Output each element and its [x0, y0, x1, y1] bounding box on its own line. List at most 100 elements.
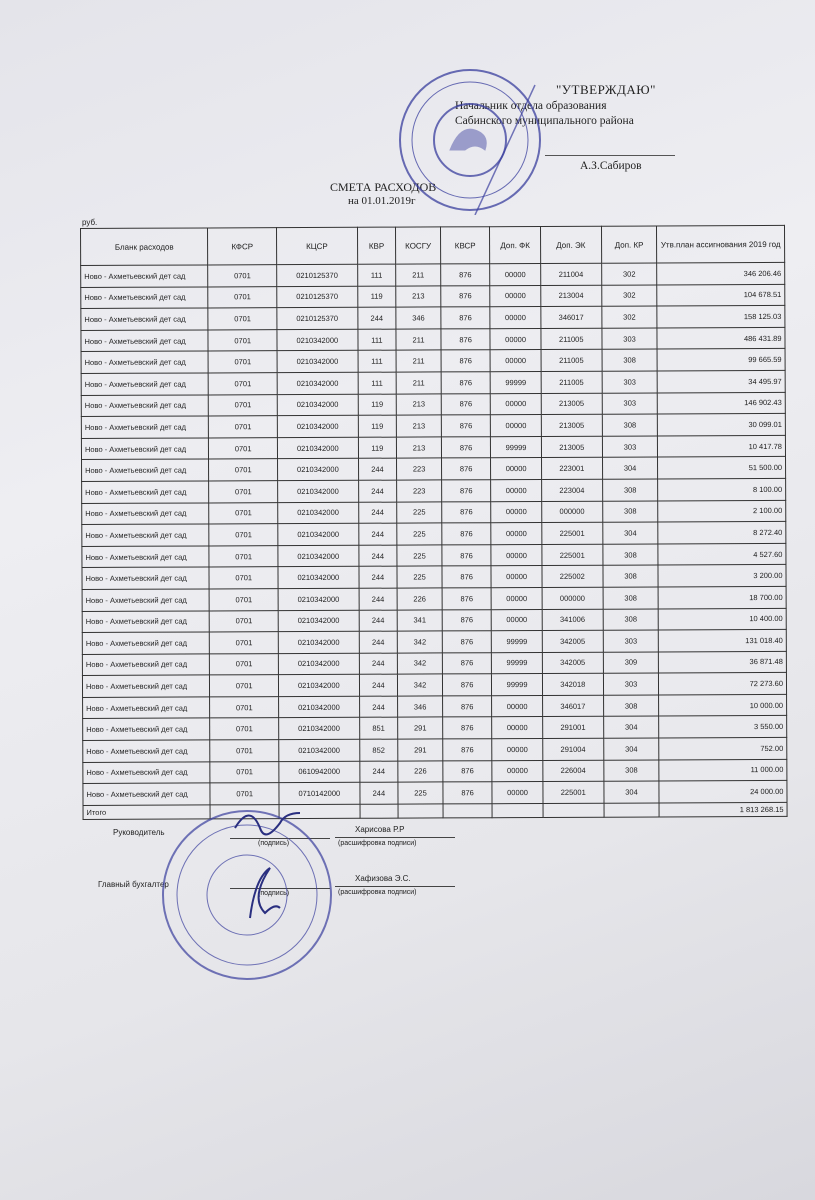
accountant-name-line [335, 886, 455, 887]
column-header: КВР [357, 227, 396, 265]
head-handwritten-signature [234, 812, 301, 836]
table-cell: 291004 [542, 738, 604, 761]
table-cell: 213 [396, 436, 442, 459]
table-cell: 876 [441, 522, 492, 545]
table-row: Ново - Ахметьевский дет сад 0701 021034200… [82, 607, 787, 633]
table-cell: 308 [602, 500, 659, 523]
table-cell: 00000 [490, 393, 542, 415]
table-cell: 0701 [208, 480, 278, 503]
table-cell: 291 [397, 717, 443, 740]
table-cell: Ново - Ахметьевский дет сад [82, 696, 210, 719]
table-cell: 244 [358, 609, 398, 632]
table-cell: Ново - Ахметьевский дет сад [82, 588, 210, 611]
table-cell: Ново - Ахметьевский дет сад [81, 372, 209, 396]
table-cell: 0210342000 [277, 372, 358, 395]
table-cell: Ново - Ахметьевский дет сад [81, 545, 210, 568]
table-cell: 876 [442, 630, 492, 653]
table-cell: 36 871.48 [658, 651, 787, 674]
table-cell: 244 [358, 652, 398, 675]
table-cell: Ново - Ахметьевский дет сад [80, 286, 209, 309]
table-row: Ново - Ахметьевский дет сад 0701 021034200… [82, 629, 787, 655]
table-cell: 876 [442, 781, 493, 804]
table-cell: 211 [396, 350, 441, 373]
table-cell: 213005 [541, 435, 603, 458]
table-row: Ново - Ахметьевский дет сад 0701 021012537… [80, 305, 785, 331]
table-row: Ново - Ахметьевский дет сад 0701 021034200… [81, 521, 786, 547]
table-cell: Ново - Ахметьевский дет сад [82, 675, 210, 698]
table-row: Ново - Ахметьевский дет сад 0701 021034200… [81, 564, 787, 590]
table-cell: 223001 [541, 457, 603, 480]
table-cell: 99999 [491, 673, 543, 696]
table-cell: 30 099.01 [657, 413, 786, 436]
table-cell: 876 [440, 350, 491, 372]
table-cell: 0210342000 [277, 329, 358, 352]
table-cell: 00000 [490, 285, 541, 307]
column-header: КЦСР [276, 227, 358, 265]
table-cell: 876 [440, 306, 491, 329]
table-cell: 0610942000 [278, 760, 360, 783]
head-name: Харисова Р.Р [355, 825, 405, 834]
table-cell: 244 [359, 782, 399, 805]
table-cell: 876 [441, 566, 492, 588]
table-cell: 876 [441, 587, 492, 610]
table-row: Ново - Ахметьевский дет сад 0701 021034200… [81, 391, 786, 417]
table-cell: 291 [397, 738, 443, 761]
table-cell: 291001 [542, 716, 604, 739]
table-cell: 308 [602, 414, 658, 436]
table-cell: 346017 [542, 695, 604, 717]
table-cell: 0210125370 [276, 264, 358, 287]
empty-cell [603, 802, 660, 818]
table-cell: 876 [441, 479, 492, 502]
table-cell: 302 [601, 262, 658, 285]
table-cell: 244 [358, 523, 398, 546]
table-cell: 244 [358, 588, 398, 610]
table-cell: 0701 [209, 631, 279, 654]
table-cell: 111 [357, 264, 396, 286]
table-cell: 158 125.03 [657, 305, 785, 328]
table-cell: 0210342000 [278, 739, 360, 762]
table-row: Ново - Ахметьевский дет сад 0701 021034200… [81, 370, 786, 396]
table-cell: 119 [357, 436, 397, 459]
table-cell: 0701 [208, 437, 278, 460]
table-row: Ново - Ахметьевский дет сад 0701 021034200… [82, 586, 787, 611]
table-cell: 244 [358, 501, 398, 524]
table-cell: 304 [603, 781, 660, 804]
table-cell: 225001 [542, 781, 604, 804]
table-cell: 244 [359, 760, 399, 783]
table-cell: 4 527.60 [658, 543, 786, 566]
column-header: Утв.план ассигнования 2019 год [656, 225, 785, 263]
accountant-handwritten-signature [249, 867, 281, 919]
document-title: СМЕТА РАСХОДОВ [330, 180, 437, 194]
table-cell: 0701 [210, 761, 280, 784]
table-row: Ново - Ахметьевский дет сад 0701 021034200… [81, 499, 786, 525]
head-sign-caption: (подпись) [258, 840, 290, 847]
table-cell: 304 [602, 522, 659, 544]
approval-name: А.З.Сабиров [580, 160, 642, 172]
table-row: Ново - Ахметьевский дет сад 0701 021034200… [82, 651, 787, 676]
table-row: Ново - Ахметьевский дет сад 0701 021034200… [82, 715, 787, 741]
table-cell: 0210342000 [278, 631, 359, 654]
table-cell: 226 [398, 760, 443, 783]
table-cell: 0210342000 [277, 480, 359, 503]
table-cell: Ново - Ахметьевский дет сад [82, 739, 211, 763]
table-cell: 213 [396, 415, 442, 437]
table-cell: 346017 [540, 306, 602, 329]
accountant-sign-caption: (подпись) [258, 890, 290, 897]
table-cell: 876 [441, 414, 491, 437]
accountant-label: Главный бухгалтер [98, 880, 169, 889]
table-cell: 0210342000 [277, 545, 359, 567]
table-header-row: Бланк расходов КФСР КЦСР КВР КОСГУ КВСР Доп. Ф… [80, 225, 785, 266]
table-cell: 876 [442, 609, 492, 632]
table-cell: 303 [603, 673, 659, 696]
table-cell: 00000 [491, 501, 542, 523]
table-cell: 00000 [492, 760, 543, 782]
table-cell: 342005 [542, 630, 604, 653]
table-cell: 000000 [541, 587, 603, 609]
table-cell: Ново - Ахметьевский дет сад [80, 308, 209, 331]
table-cell: 213004 [540, 284, 602, 307]
table-cell: 00000 [491, 565, 542, 588]
table-cell: 211 [396, 328, 441, 351]
table-cell: 00000 [490, 479, 542, 502]
table-cell: 225001 [541, 543, 603, 566]
approval-signature-line [545, 155, 675, 156]
